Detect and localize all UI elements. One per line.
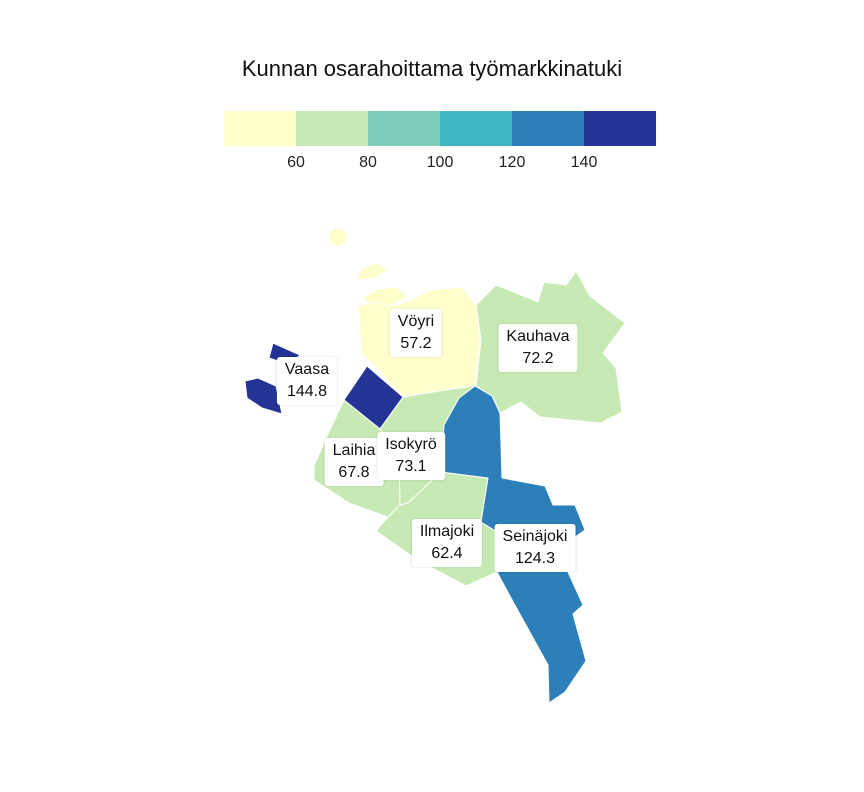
label-value: 73.1 bbox=[395, 458, 427, 475]
label-name: Seinäjoki bbox=[502, 528, 568, 545]
label-name: Vöyri bbox=[397, 313, 435, 330]
label-seinajoki: Seinäjoki 124.3 bbox=[494, 524, 576, 572]
label-value: 72.2 bbox=[522, 350, 554, 367]
label-kauhava: Kauhava 72.2 bbox=[498, 324, 578, 372]
municipality-vaasa[interactable] bbox=[244, 342, 404, 430]
legend-swatch-3 bbox=[368, 111, 440, 146]
legend-tick-120: 120 bbox=[498, 154, 526, 171]
label-laihia: Laihia 67.8 bbox=[324, 438, 384, 486]
label-vaasa: Vaasa 144.8 bbox=[276, 357, 338, 405]
label-voyri: Vöyri 57.2 bbox=[389, 309, 443, 357]
label-ilmajoki: Ilmajoki 62.4 bbox=[411, 519, 483, 567]
label-value: 67.8 bbox=[338, 464, 370, 481]
legend-tick-100: 100 bbox=[426, 154, 454, 171]
label-name: Laihia bbox=[332, 442, 376, 459]
label-value: 57.2 bbox=[400, 335, 432, 352]
municipality-voyri-shape[interactable] bbox=[355, 262, 388, 281]
label-value: 124.3 bbox=[514, 550, 556, 567]
legend-tick-60: 60 bbox=[287, 154, 305, 171]
label-name: Ilmajoki bbox=[419, 523, 475, 540]
legend-tick-140: 140 bbox=[570, 154, 598, 171]
legend-tick-80: 80 bbox=[359, 154, 377, 171]
label-value: 62.4 bbox=[431, 545, 463, 562]
label-isokyro: Isokyrö 73.1 bbox=[377, 432, 445, 480]
legend-swatch-2 bbox=[296, 111, 368, 146]
label-name: Kauhava bbox=[506, 328, 570, 345]
legend-swatch-4 bbox=[440, 111, 512, 146]
legend-swatch-6 bbox=[584, 111, 656, 146]
label-value: 144.8 bbox=[286, 383, 328, 400]
label-name: Isokyrö bbox=[385, 436, 437, 453]
municipality-voyri-shape[interactable] bbox=[328, 227, 348, 247]
legend-swatch-1 bbox=[224, 111, 296, 146]
municipality-vaasa-shape[interactable] bbox=[244, 377, 283, 415]
label-name: Vaasa bbox=[284, 361, 330, 378]
map-title: Kunnan osarahoittama työmarkkinatuki bbox=[241, 56, 623, 81]
legend-swatch-5 bbox=[512, 111, 584, 146]
